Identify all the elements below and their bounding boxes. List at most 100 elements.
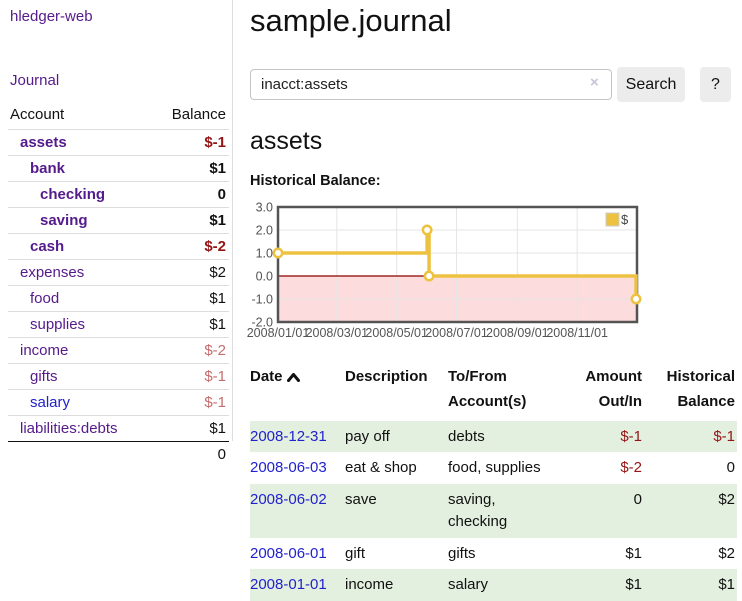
- search-input[interactable]: [250, 69, 612, 100]
- account-balance: $2: [119, 260, 230, 286]
- search-form: × Search ?: [250, 67, 737, 102]
- help-button[interactable]: ?: [700, 67, 731, 102]
- main-content: sample.journal × Search ? assets Histori…: [250, 0, 737, 601]
- description-cell: income: [345, 569, 448, 601]
- sidebar-account-link-salary[interactable]: salary: [30, 394, 70, 411]
- accounts-total-balance: 0: [119, 442, 230, 468]
- amount-cell: $1: [570, 538, 642, 570]
- account-row: assets $-1: [8, 130, 229, 156]
- balance-cell: $2: [642, 484, 737, 538]
- account-name-cell: bank: [8, 156, 119, 182]
- register-header-balance: Historical Balance: [642, 362, 737, 421]
- description-cell: save: [345, 484, 448, 538]
- svg-text:2008/11/01: 2008/11/01: [546, 326, 608, 340]
- account-name-cell: expenses: [8, 260, 119, 286]
- account-row: liabilities:debts$1: [8, 416, 229, 442]
- svg-text:3.0: 3.0: [256, 201, 273, 215]
- sidebar-account-link-gifts[interactable]: gifts: [30, 368, 58, 385]
- date-link-2008-12-31[interactable]: 2008-12-31: [250, 428, 327, 445]
- register-header-accounts: To/From Account(s): [448, 362, 570, 421]
- balance-cell: $-1: [642, 421, 737, 453]
- sidebar-account-link-checking[interactable]: checking: [40, 186, 105, 203]
- sidebar-account-link-food[interactable]: food: [30, 290, 59, 307]
- account-name-cell: salary: [8, 390, 119, 416]
- description-cell: eat & shop: [345, 452, 448, 484]
- sidebar-account-link-cash[interactable]: cash: [30, 238, 64, 255]
- account-balance: $1: [119, 156, 230, 182]
- sidebar-item-journal[interactable]: Journal: [10, 72, 232, 89]
- date-link-2008-06-02[interactable]: 2008-06-02: [250, 491, 327, 508]
- account-row: salary$-1: [8, 390, 229, 416]
- account-heading: assets: [250, 127, 737, 156]
- chart-canvas: 3.02.01.00.0-1.0-2.02008/01/012008/03/01…: [250, 200, 670, 345]
- svg-text:2.0: 2.0: [256, 224, 273, 238]
- sidebar-account-link-liabilities-debts[interactable]: liabilities:debts: [20, 420, 118, 437]
- svg-text:2008/09/01: 2008/09/01: [486, 326, 549, 340]
- register-table: Date Description To/From Account(s) Amou…: [250, 362, 737, 601]
- register-header-date[interactable]: Date: [250, 362, 345, 421]
- sidebar-account-link-saving[interactable]: saving: [40, 212, 88, 229]
- svg-text:2008/05/01: 2008/05/01: [365, 326, 428, 340]
- sidebar-account-link-bank[interactable]: bank: [30, 160, 65, 177]
- account-balance: $-1: [119, 364, 230, 390]
- sidebar: hledger-web Journal Account Balance asse…: [0, 0, 233, 441]
- accounts-cell: debts: [448, 421, 570, 453]
- chart-title: Historical Balance:: [250, 173, 737, 189]
- accounts-total-row: 0: [8, 442, 229, 468]
- svg-text:$: $: [621, 212, 629, 227]
- account-row: food $1: [8, 286, 229, 312]
- search-button[interactable]: Search: [617, 67, 685, 102]
- app-title-link[interactable]: hledger-web: [10, 8, 232, 25]
- spacer: [8, 442, 119, 468]
- svg-text:0.0: 0.0: [256, 270, 273, 284]
- account-row: gifts $-1: [8, 364, 229, 390]
- date-link-2008-01-01[interactable]: 2008-01-01: [250, 576, 327, 593]
- sidebar-account-link-assets[interactable]: assets: [20, 134, 67, 151]
- account-name-cell: saving: [8, 208, 119, 234]
- accounts-table-header-row: Account Balance: [8, 103, 229, 130]
- account-name-cell: supplies: [8, 312, 119, 338]
- date-cell: 2008-06-02: [250, 484, 345, 538]
- sidebar-account-link-income[interactable]: income: [20, 342, 68, 359]
- accounts-header-balance: Balance: [119, 103, 230, 130]
- date-link-2008-06-03[interactable]: 2008-06-03: [250, 459, 327, 476]
- register-header-description: Description: [345, 362, 448, 421]
- account-name-cell: liabilities:debts: [8, 416, 119, 442]
- account-name-cell: food: [8, 286, 119, 312]
- accounts-cell: salary: [448, 569, 570, 601]
- date-link-2008-06-01[interactable]: 2008-06-01: [250, 545, 327, 562]
- amount-cell: $-1: [570, 421, 642, 453]
- clear-search-icon[interactable]: ×: [590, 75, 599, 90]
- balance-cell: 0: [642, 452, 737, 484]
- svg-text:2008/07/01: 2008/07/01: [425, 326, 488, 340]
- description-cell: pay off: [345, 421, 448, 453]
- account-balance: $1: [119, 208, 230, 234]
- sidebar-account-link-supplies[interactable]: supplies: [30, 316, 85, 333]
- account-name-cell: checking: [8, 182, 119, 208]
- account-row: supplies$1: [8, 312, 229, 338]
- accounts-cell: food, supplies: [448, 452, 570, 484]
- account-balance: $1: [119, 416, 230, 442]
- account-balance: $-1: [119, 130, 230, 156]
- svg-text:1.0: 1.0: [256, 247, 273, 261]
- svg-text:2008/03/01: 2008/03/01: [306, 326, 369, 340]
- account-name-cell: income: [8, 338, 119, 364]
- accounts-cell: gifts: [448, 538, 570, 570]
- sidebar-account-link-expenses[interactable]: expenses: [20, 264, 84, 281]
- page-title: sample.journal: [250, 3, 737, 39]
- balance-cell: $2: [642, 538, 737, 570]
- account-name-cell: cash: [8, 234, 119, 260]
- register-header-amount: Amount Out/In: [570, 362, 642, 421]
- account-balance: $1: [119, 286, 230, 312]
- account-row: expenses $2: [8, 260, 229, 286]
- accounts-cell: saving, checking: [448, 484, 570, 538]
- account-balance: 0: [119, 182, 230, 208]
- date-cell: 2008-12-31: [250, 421, 345, 453]
- account-row: income $-2: [8, 338, 229, 364]
- account-balance: $-2: [119, 338, 230, 364]
